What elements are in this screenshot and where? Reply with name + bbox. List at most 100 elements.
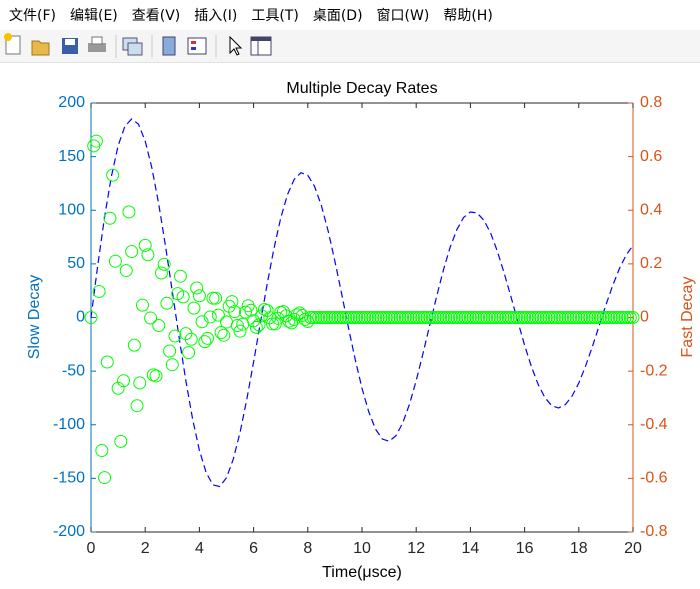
marker (466, 311, 480, 324)
x-tick-label: 12 (407, 540, 425, 557)
marker (507, 311, 521, 324)
marker (341, 311, 355, 324)
marker (623, 311, 637, 324)
x-tick-label: 18 (570, 540, 588, 557)
menu-item[interactable]: 工具(T) (251, 8, 299, 24)
legend-button[interactable] (187, 37, 207, 55)
marker (184, 332, 198, 346)
y2-tick-label: 0 (640, 309, 649, 326)
marker (390, 311, 404, 324)
y2-tick-label: -0.6 (640, 470, 668, 487)
y2-tick-label: 0.6 (640, 148, 662, 165)
open-button[interactable] (31, 40, 50, 56)
marker (385, 311, 399, 324)
marker (401, 311, 415, 324)
marker (89, 134, 103, 148)
menu-item[interactable]: 帮助(H) (443, 8, 493, 24)
colorbar-button[interactable] (162, 36, 176, 56)
marker (214, 326, 228, 340)
marker (114, 434, 128, 448)
marker (377, 311, 391, 324)
marker (463, 311, 477, 324)
marker (431, 311, 445, 324)
marker (249, 320, 263, 334)
marker (92, 284, 106, 298)
marker (176, 290, 190, 304)
menu-item[interactable]: 查看(V) (131, 8, 181, 24)
y-tick-label: -200 (53, 523, 85, 540)
marker (621, 311, 635, 324)
new-button[interactable] (4, 33, 21, 55)
link-button[interactable] (122, 37, 143, 56)
y2-tick-label: 0.4 (640, 201, 662, 218)
marker (220, 315, 233, 329)
y-tick-label: 0 (76, 309, 85, 326)
marker (520, 311, 534, 324)
y2-tick-label: -0.2 (640, 362, 668, 379)
y-tick-label: 150 (58, 148, 85, 165)
marker (103, 211, 117, 225)
marker (417, 311, 431, 324)
marker (201, 331, 215, 345)
marker (344, 311, 358, 324)
marker (225, 295, 239, 309)
marker (480, 311, 494, 324)
marker (350, 311, 364, 324)
marker (458, 311, 472, 324)
marker (333, 311, 347, 324)
marker (423, 311, 437, 324)
marker (187, 301, 201, 315)
marker (455, 311, 469, 324)
marker (125, 245, 139, 259)
marker (415, 311, 429, 324)
marker (556, 311, 570, 324)
marker (518, 311, 532, 324)
save-button[interactable] (62, 38, 78, 54)
property-button[interactable] (250, 36, 272, 56)
pointer-button[interactable] (229, 35, 243, 56)
toolbar (0, 30, 700, 63)
menu-item[interactable]: 编辑(E) (69, 8, 118, 24)
marker (566, 311, 580, 324)
x-tick-label: 16 (516, 540, 534, 557)
marker (325, 311, 339, 324)
marker (526, 311, 540, 324)
marker (428, 311, 442, 324)
menu-item[interactable]: 窗口(W) (376, 8, 430, 24)
marker (607, 311, 621, 324)
marker (558, 311, 572, 324)
marker (572, 311, 586, 324)
menu-bar: 文件(F) 编辑(E) 查看(V) 插入(I) 工具(T) 桌面(D) 窗口(W) 帮助(H) (0, 0, 700, 30)
marker (615, 311, 629, 324)
marker (306, 311, 320, 324)
marker (444, 311, 458, 324)
marker (412, 311, 426, 324)
marker (366, 311, 380, 324)
marker (298, 312, 312, 326)
marker (420, 311, 434, 324)
marker (593, 311, 607, 324)
marker (398, 311, 412, 324)
marker (206, 291, 220, 305)
marker (537, 311, 551, 324)
marker (575, 311, 589, 324)
menu-item[interactable]: 文件(F) (9, 8, 56, 24)
marker (352, 311, 366, 324)
marker (523, 311, 537, 324)
menu-item[interactable]: 桌面(D) (312, 8, 363, 24)
marker (539, 311, 553, 324)
marker (233, 324, 247, 338)
marker (117, 374, 131, 388)
marker (602, 311, 616, 324)
marker (157, 257, 171, 271)
marker (493, 311, 507, 324)
marker (501, 311, 515, 324)
marker (358, 311, 372, 324)
marker (371, 311, 385, 324)
marker (585, 311, 599, 324)
menu-item[interactable]: 插入(I) (194, 8, 238, 24)
print-button[interactable] (88, 36, 106, 52)
marker (108, 254, 122, 268)
